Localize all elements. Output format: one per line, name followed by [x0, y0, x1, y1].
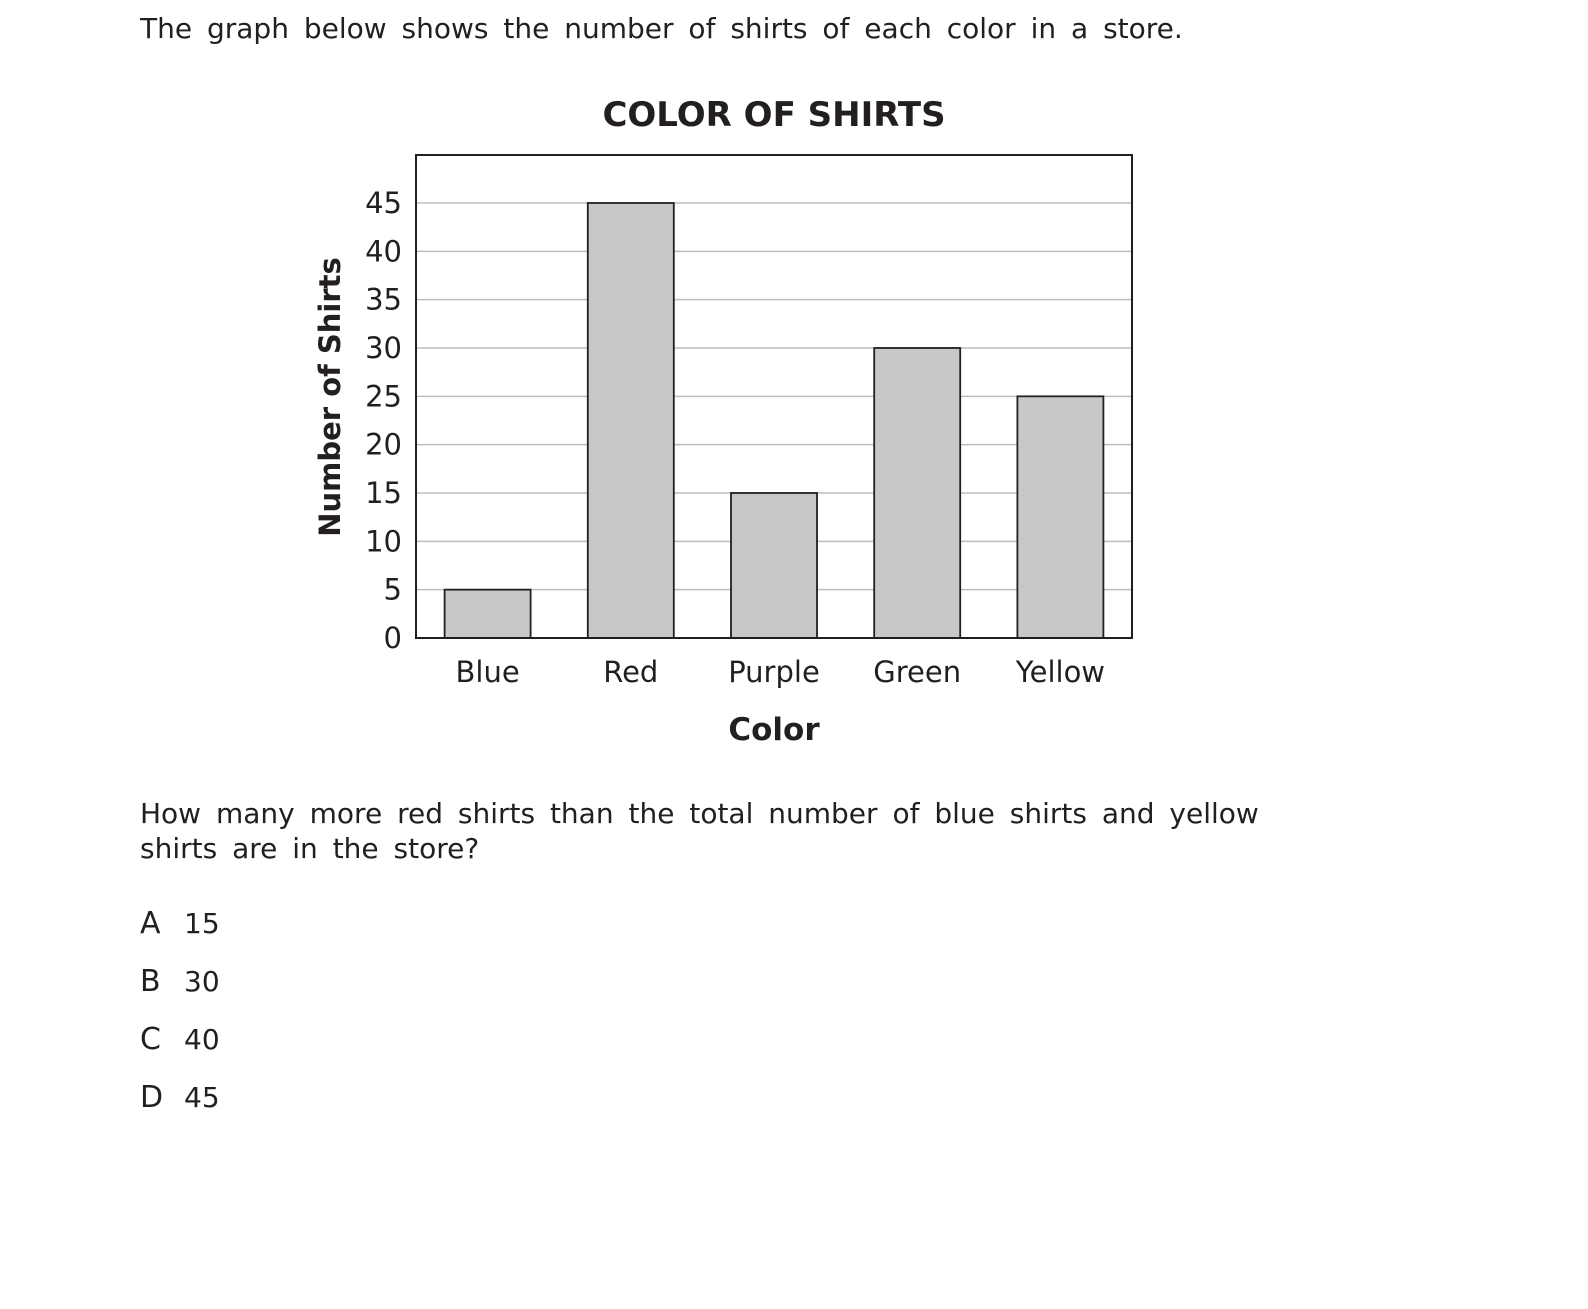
- y-tick-label: 20: [365, 428, 402, 462]
- intro-text: The graph below shows the number of shir…: [140, 12, 1183, 45]
- bar-chart: Blue Red Purple Green Yellow 0 5 10 15 20 25 30 35 40…: [313, 95, 1133, 748]
- y-tick-label: 0: [384, 621, 402, 655]
- choice-value: 45: [184, 1081, 220, 1114]
- y-tick-label: 30: [365, 331, 402, 365]
- answer-choice-c[interactable]: C 40: [140, 1022, 220, 1057]
- plot-frame: [415, 154, 1133, 639]
- answer-choice-a[interactable]: A 15: [140, 906, 220, 941]
- bar-blue: [443, 588, 532, 639]
- choice-letter: C: [140, 1022, 161, 1057]
- answer-choice-b[interactable]: B 30: [140, 964, 220, 999]
- y-tick-label: 45: [365, 186, 402, 220]
- x-tick-label: Yellow: [1015, 655, 1105, 689]
- bar-purple: [730, 492, 818, 639]
- bar-yellow: [1016, 395, 1105, 639]
- choice-letter: B: [140, 964, 161, 999]
- y-tick-label: 5: [384, 573, 402, 607]
- choice-letter: D: [140, 1080, 164, 1115]
- answer-choice-d[interactable]: D 45: [140, 1080, 220, 1115]
- choice-value: 40: [184, 1023, 220, 1056]
- bar-red: [586, 202, 675, 639]
- x-tick-label: Blue: [456, 655, 520, 689]
- y-axis-label: Number of Shirts: [313, 257, 347, 537]
- y-tick-label: 35: [365, 283, 402, 317]
- choice-letter: A: [140, 906, 161, 941]
- x-tick-label: Green: [873, 655, 961, 689]
- y-tick-label: 10: [365, 524, 402, 558]
- x-axis-label: Color: [728, 712, 820, 748]
- bar-green: [873, 347, 962, 639]
- y-tick-label: 40: [365, 234, 402, 268]
- question-text: How many more red shirts than the total …: [140, 797, 1259, 865]
- y-tick-label: 15: [365, 476, 402, 510]
- x-tick-label: Red: [603, 655, 658, 689]
- choice-value: 30: [184, 965, 220, 998]
- choice-value: 15: [184, 907, 220, 940]
- y-tick-label: 25: [365, 379, 402, 413]
- chart-title: COLOR OF SHIRTS: [602, 95, 945, 135]
- x-tick-label: Purple: [728, 655, 820, 689]
